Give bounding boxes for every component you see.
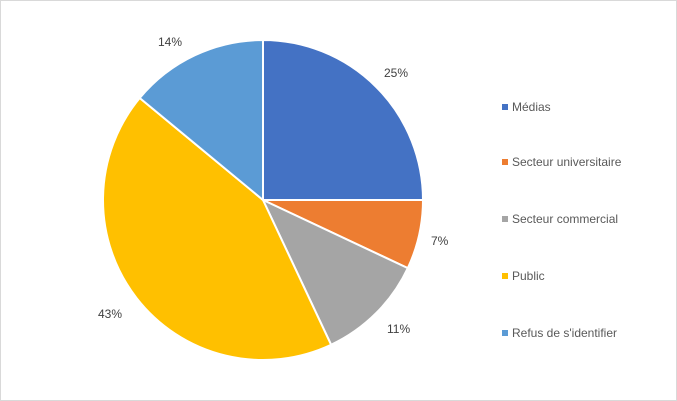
data-label-secteur-universitaire: 7% bbox=[431, 234, 449, 248]
legend-item-secteur-universitaire: Secteur universitaire bbox=[502, 154, 621, 170]
legend-swatch-icon bbox=[502, 159, 508, 165]
slice-refus bbox=[138, 38, 264, 203]
legend-item-refus: Refus de s'identifier bbox=[502, 325, 617, 341]
slice-secteur-commercial bbox=[260, 197, 410, 347]
legend-swatch-icon bbox=[502, 216, 508, 222]
legend-swatch-icon bbox=[502, 104, 508, 110]
data-label-medias: 25% bbox=[384, 66, 409, 80]
legend-swatch-icon bbox=[502, 330, 508, 336]
data-label-secteur-commercial: 11% bbox=[387, 322, 411, 336]
legend-item-medias: Médias bbox=[502, 99, 551, 115]
legend-item-secteur-commercial: Secteur commercial bbox=[502, 211, 618, 227]
legend-swatch-icon bbox=[502, 273, 508, 279]
data-label-refus: 14% bbox=[158, 35, 183, 49]
data-label-public: 43% bbox=[98, 307, 123, 321]
slice-medias bbox=[262, 38, 425, 201]
legend-item-public: Public bbox=[502, 268, 545, 284]
slice-public bbox=[102, 96, 333, 361]
